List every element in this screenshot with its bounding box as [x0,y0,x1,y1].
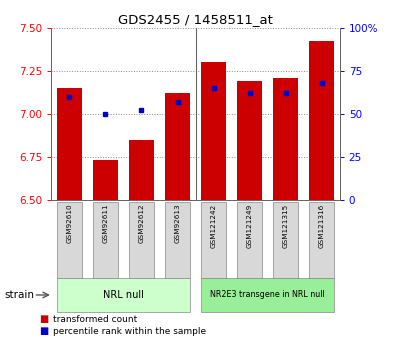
Text: GSM121249: GSM121249 [246,204,252,248]
Text: transformed count: transformed count [53,315,137,324]
Text: GSM121315: GSM121315 [283,204,289,248]
Text: GSM92611: GSM92611 [102,204,108,243]
Bar [273,78,298,200]
Text: GSM92613: GSM92613 [175,204,181,243]
Bar [57,88,82,200]
Text: ■: ■ [40,326,49,336]
Text: GSM121242: GSM121242 [211,204,216,248]
Text: percentile rank within the sample: percentile rank within the sample [53,327,207,336]
Text: NRL null: NRL null [103,290,144,300]
Bar [309,41,334,200]
Title: GDS2455 / 1458511_at: GDS2455 / 1458511_at [118,13,273,27]
Text: ■: ■ [40,314,49,324]
Text: GSM92612: GSM92612 [139,204,145,243]
Bar [93,160,118,200]
Bar [237,81,262,200]
Text: GSM92610: GSM92610 [66,204,72,243]
Text: GSM121316: GSM121316 [319,204,325,248]
Bar [129,140,154,200]
Bar [201,62,226,200]
Text: NR2E3 transgene in NRL null: NR2E3 transgene in NRL null [210,290,325,299]
Bar [165,93,190,200]
Text: strain: strain [4,290,34,300]
